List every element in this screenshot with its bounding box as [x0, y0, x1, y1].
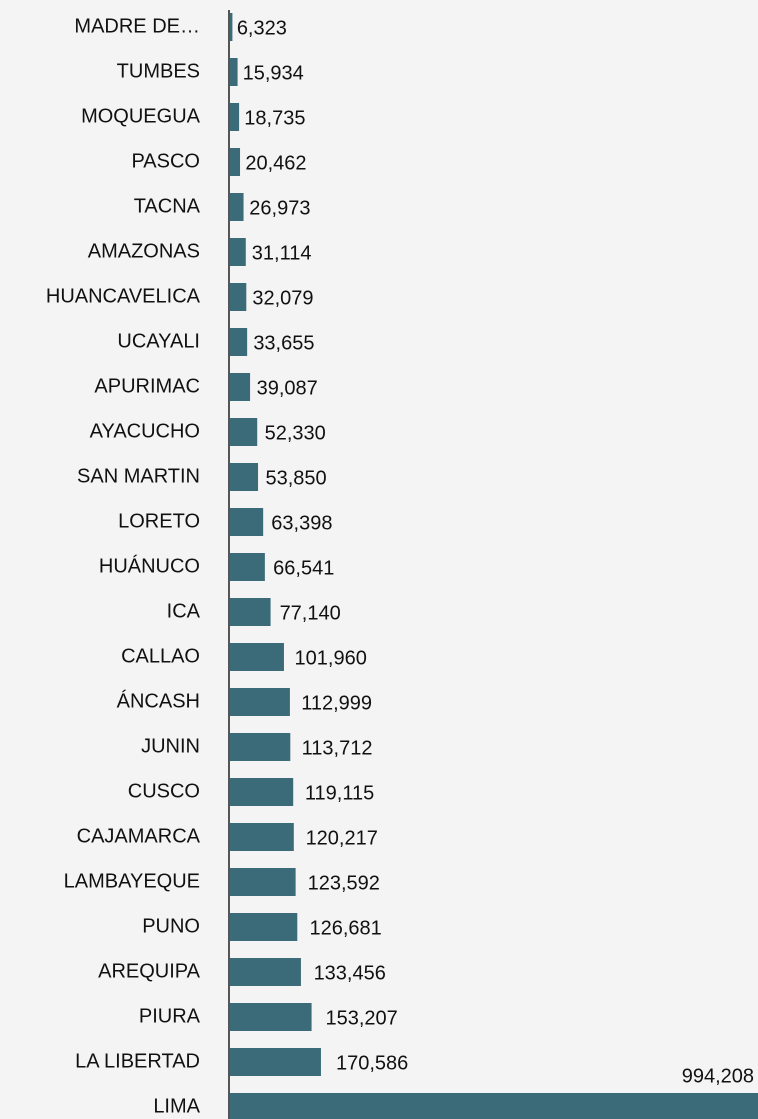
category-label: SAN MARTIN [77, 465, 200, 487]
bar [229, 1093, 758, 1119]
category-label: UCAYALI [117, 330, 200, 352]
bar [229, 643, 284, 671]
value-label: 133,456 [314, 962, 386, 984]
category-label: HUANCAVELICA [46, 285, 201, 307]
value-label: 32,079 [252, 287, 313, 309]
bar [229, 328, 248, 356]
bar [229, 688, 290, 716]
value-label: 153,207 [325, 1007, 397, 1029]
value-label: 52,330 [265, 422, 326, 444]
category-label: AYACUCHO [90, 420, 200, 442]
bar [229, 598, 271, 626]
value-label: 123,592 [308, 872, 380, 894]
value-label: 18,735 [244, 107, 305, 129]
category-label: MADRE DE… [74, 15, 200, 37]
bar [229, 193, 244, 221]
bar [229, 418, 258, 446]
category-label: AREQUIPA [98, 960, 201, 982]
bar [229, 13, 233, 41]
bar [229, 778, 294, 806]
bar [229, 463, 259, 491]
value-label: 39,087 [257, 377, 318, 399]
bar [229, 823, 294, 851]
category-label: LAMBAYEQUE [64, 870, 200, 892]
bar [229, 103, 240, 131]
value-label: 53,850 [266, 467, 327, 489]
category-label: APURIMAC [94, 375, 200, 397]
value-label: 15,934 [243, 62, 304, 84]
category-label: CALLAO [121, 645, 200, 667]
category-label: MOQUEGUA [81, 105, 201, 127]
value-label: 119,115 [305, 782, 374, 804]
bar [229, 1048, 321, 1076]
value-label: 20,462 [245, 152, 306, 174]
bar [229, 283, 247, 311]
value-label: 26,973 [249, 197, 310, 219]
bar [229, 868, 296, 896]
value-label: 170,586 [336, 1052, 408, 1074]
value-label: 101,960 [295, 647, 367, 669]
bar [229, 238, 246, 266]
bar [229, 508, 264, 536]
category-label: LA LIBERTAD [75, 1050, 200, 1072]
category-label: TUMBES [117, 60, 200, 82]
category-label: LORETO [118, 510, 200, 532]
category-label: HUÁNUCO [99, 554, 200, 577]
bar [229, 733, 291, 761]
category-label: PIURA [139, 1005, 201, 1027]
value-label: 63,398 [271, 512, 332, 534]
bar [229, 958, 301, 986]
category-label: PUNO [142, 915, 200, 937]
bar [229, 1003, 312, 1031]
value-label: 6,323 [237, 17, 287, 39]
category-label: TACNA [134, 195, 201, 217]
bar [229, 148, 241, 176]
category-label: ÁNCASH [117, 689, 200, 712]
category-label: LIMA [153, 1095, 200, 1117]
value-label: 33,655 [253, 332, 314, 354]
value-label: 994,208 [682, 1065, 754, 1087]
category-label: CAJAMARCA [77, 825, 201, 847]
category-label: PASCO [131, 150, 200, 172]
bar [229, 913, 298, 941]
bar [229, 58, 238, 86]
value-label: 31,114 [252, 242, 312, 264]
value-label: 113,712 [302, 737, 373, 759]
category-label: JUNIN [141, 735, 200, 757]
bar [229, 373, 251, 401]
bar [229, 553, 265, 581]
value-label: 112,999 [301, 692, 372, 714]
category-label: AMAZONAS [88, 240, 200, 262]
value-label: 120,217 [306, 827, 378, 849]
category-label: ICA [167, 600, 201, 622]
category-label: CUSCO [128, 780, 200, 802]
value-label: 126,681 [309, 917, 381, 939]
value-label: 66,541 [273, 557, 334, 579]
value-label: 77,140 [280, 602, 341, 624]
